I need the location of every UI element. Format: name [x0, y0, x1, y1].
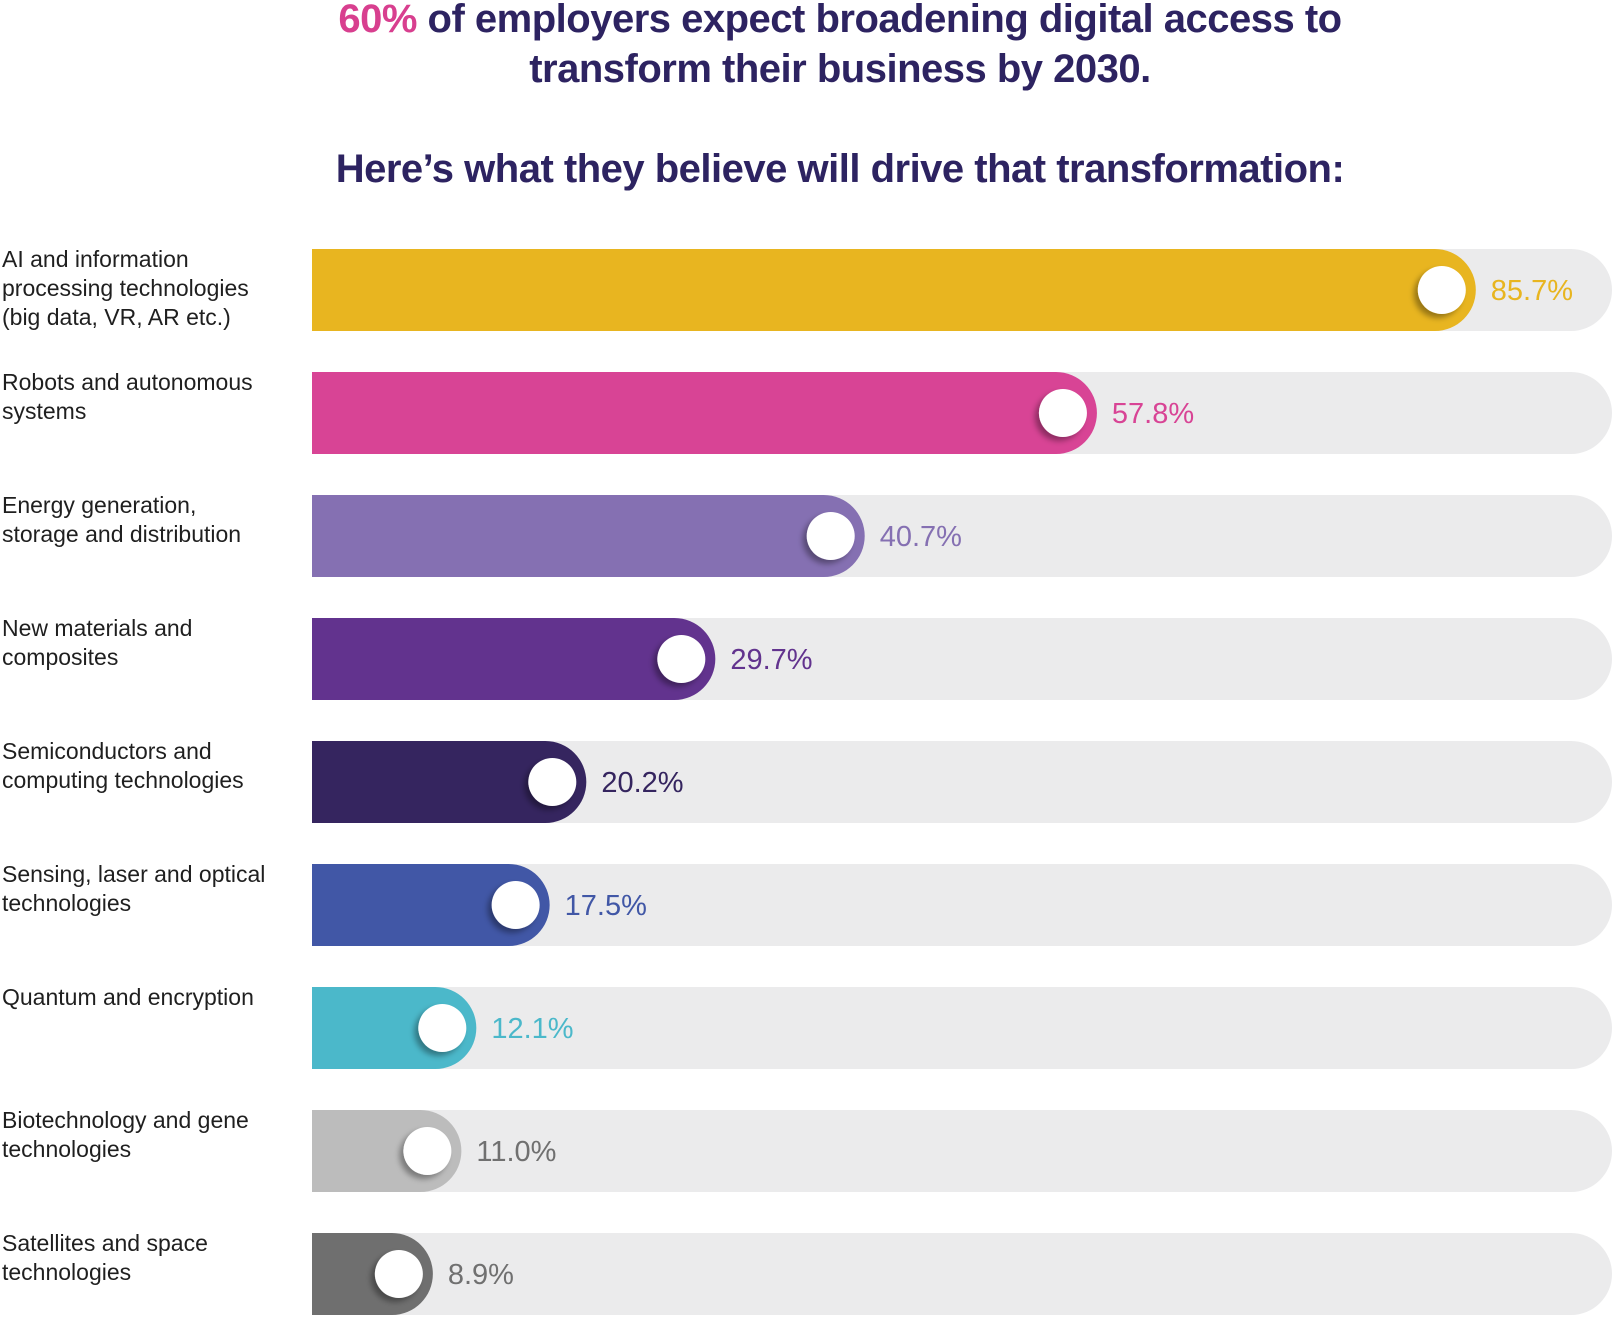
category-label-line: Robots and autonomous: [2, 369, 253, 395]
bar-track: [312, 741, 1612, 823]
category-label-line: Sensing, laser and optical: [2, 861, 265, 887]
bar: [312, 741, 587, 823]
category-label: New materials and composites: [2, 615, 192, 670]
category-label: Sensing, laser and optical technologies: [2, 861, 265, 916]
category-label-line: technologies: [2, 1259, 131, 1285]
bar-track: [312, 1233, 1612, 1315]
bar-row: 20.2% Semiconductors and computing technol…: [2, 738, 1612, 823]
bar-knob: [418, 1004, 467, 1052]
category-label-line: systems: [2, 398, 86, 424]
value-label: 17.5%: [565, 890, 647, 922]
bar-row: 17.5% Sensing, laser and optical technolog…: [2, 861, 1612, 946]
bar: [312, 249, 1476, 331]
category-label: Robots and autonomous systems: [2, 369, 253, 424]
bar-row: 11.0% Biotechnology and gene technologies: [2, 1107, 1612, 1192]
value-label: 57.8%: [1112, 398, 1194, 430]
category-label-line: (big data, VR, AR etc.): [2, 304, 231, 330]
value-label: 40.7%: [880, 521, 962, 553]
bar: [312, 863, 550, 946]
category-label: Biotechnology and gene technologies: [2, 1107, 249, 1162]
bar-track: [312, 987, 1612, 1069]
category-label-line: AI and information: [2, 246, 189, 272]
category-label: Satellites and space technologies: [2, 1230, 208, 1285]
category-label: Semiconductors and computing technologies: [2, 738, 244, 793]
title-highlight: 60%: [338, 0, 417, 41]
bar-row: 57.8% Robots and autonomous systems: [2, 369, 1612, 454]
category-label-line: Satellites and space: [2, 1230, 208, 1256]
category-label-line: New materials and: [2, 615, 192, 641]
bar: [312, 495, 865, 577]
bar-track: [312, 1110, 1612, 1192]
bar-row: 85.7% AI and information processing techno…: [2, 246, 1612, 331]
bar-track: [312, 864, 1612, 946]
bar-row: 12.1% Quantum and encryption: [2, 984, 1612, 1069]
category-label-line: processing technologies: [2, 275, 249, 301]
value-label: 20.2%: [601, 767, 683, 799]
title-line1-rest: of employers expect broadening digital a…: [416, 0, 1343, 41]
bar-knob: [806, 512, 855, 560]
bar-knob: [491, 881, 540, 929]
value-label: 85.7%: [1491, 275, 1573, 307]
category-label: Quantum and encryption: [2, 984, 254, 1010]
bar: [312, 372, 1097, 454]
category-label-line: Biotechnology and gene: [2, 1107, 249, 1133]
chart-title-line-1: 60% of employers expect broadening digit…: [0, 0, 1612, 44]
category-label-line: storage and distribution: [2, 521, 241, 547]
category-label-line: Energy generation,: [2, 492, 196, 518]
value-label: 11.0%: [476, 1136, 556, 1168]
bar-knob: [374, 1250, 423, 1298]
bar-knob: [1038, 389, 1087, 437]
bar-row: 8.9% Satellites and space technologies: [2, 1230, 1612, 1315]
category-label-line: Semiconductors and: [2, 738, 212, 764]
chart-subtitle: Here’s what they believe will drive that…: [335, 147, 1345, 191]
value-label: 8.9%: [448, 1259, 514, 1291]
category-label: Energy generation, storage and distributi…: [2, 492, 241, 547]
bar: [312, 618, 716, 700]
category-label-line: composites: [2, 644, 118, 670]
bar-row: 40.7% Energy generation, storage and distr…: [2, 492, 1612, 577]
category-label-line: technologies: [2, 890, 131, 916]
category-label: AI and information processing technologie…: [2, 246, 249, 330]
category-label-line: technologies: [2, 1136, 131, 1162]
category-label-line: Quantum and encryption: [2, 984, 254, 1010]
bar-knob: [1417, 266, 1466, 314]
bar-knob: [403, 1127, 452, 1175]
value-label: 29.7%: [730, 644, 812, 676]
bar-knob: [657, 635, 706, 683]
bar-row: 29.7% New materials and composites: [2, 615, 1612, 700]
bar-knob: [528, 758, 577, 806]
chart-title-line-2: transform their business by 2030.: [529, 47, 1151, 91]
value-label: 12.1%: [491, 1013, 573, 1045]
category-label-line: computing technologies: [2, 767, 244, 793]
